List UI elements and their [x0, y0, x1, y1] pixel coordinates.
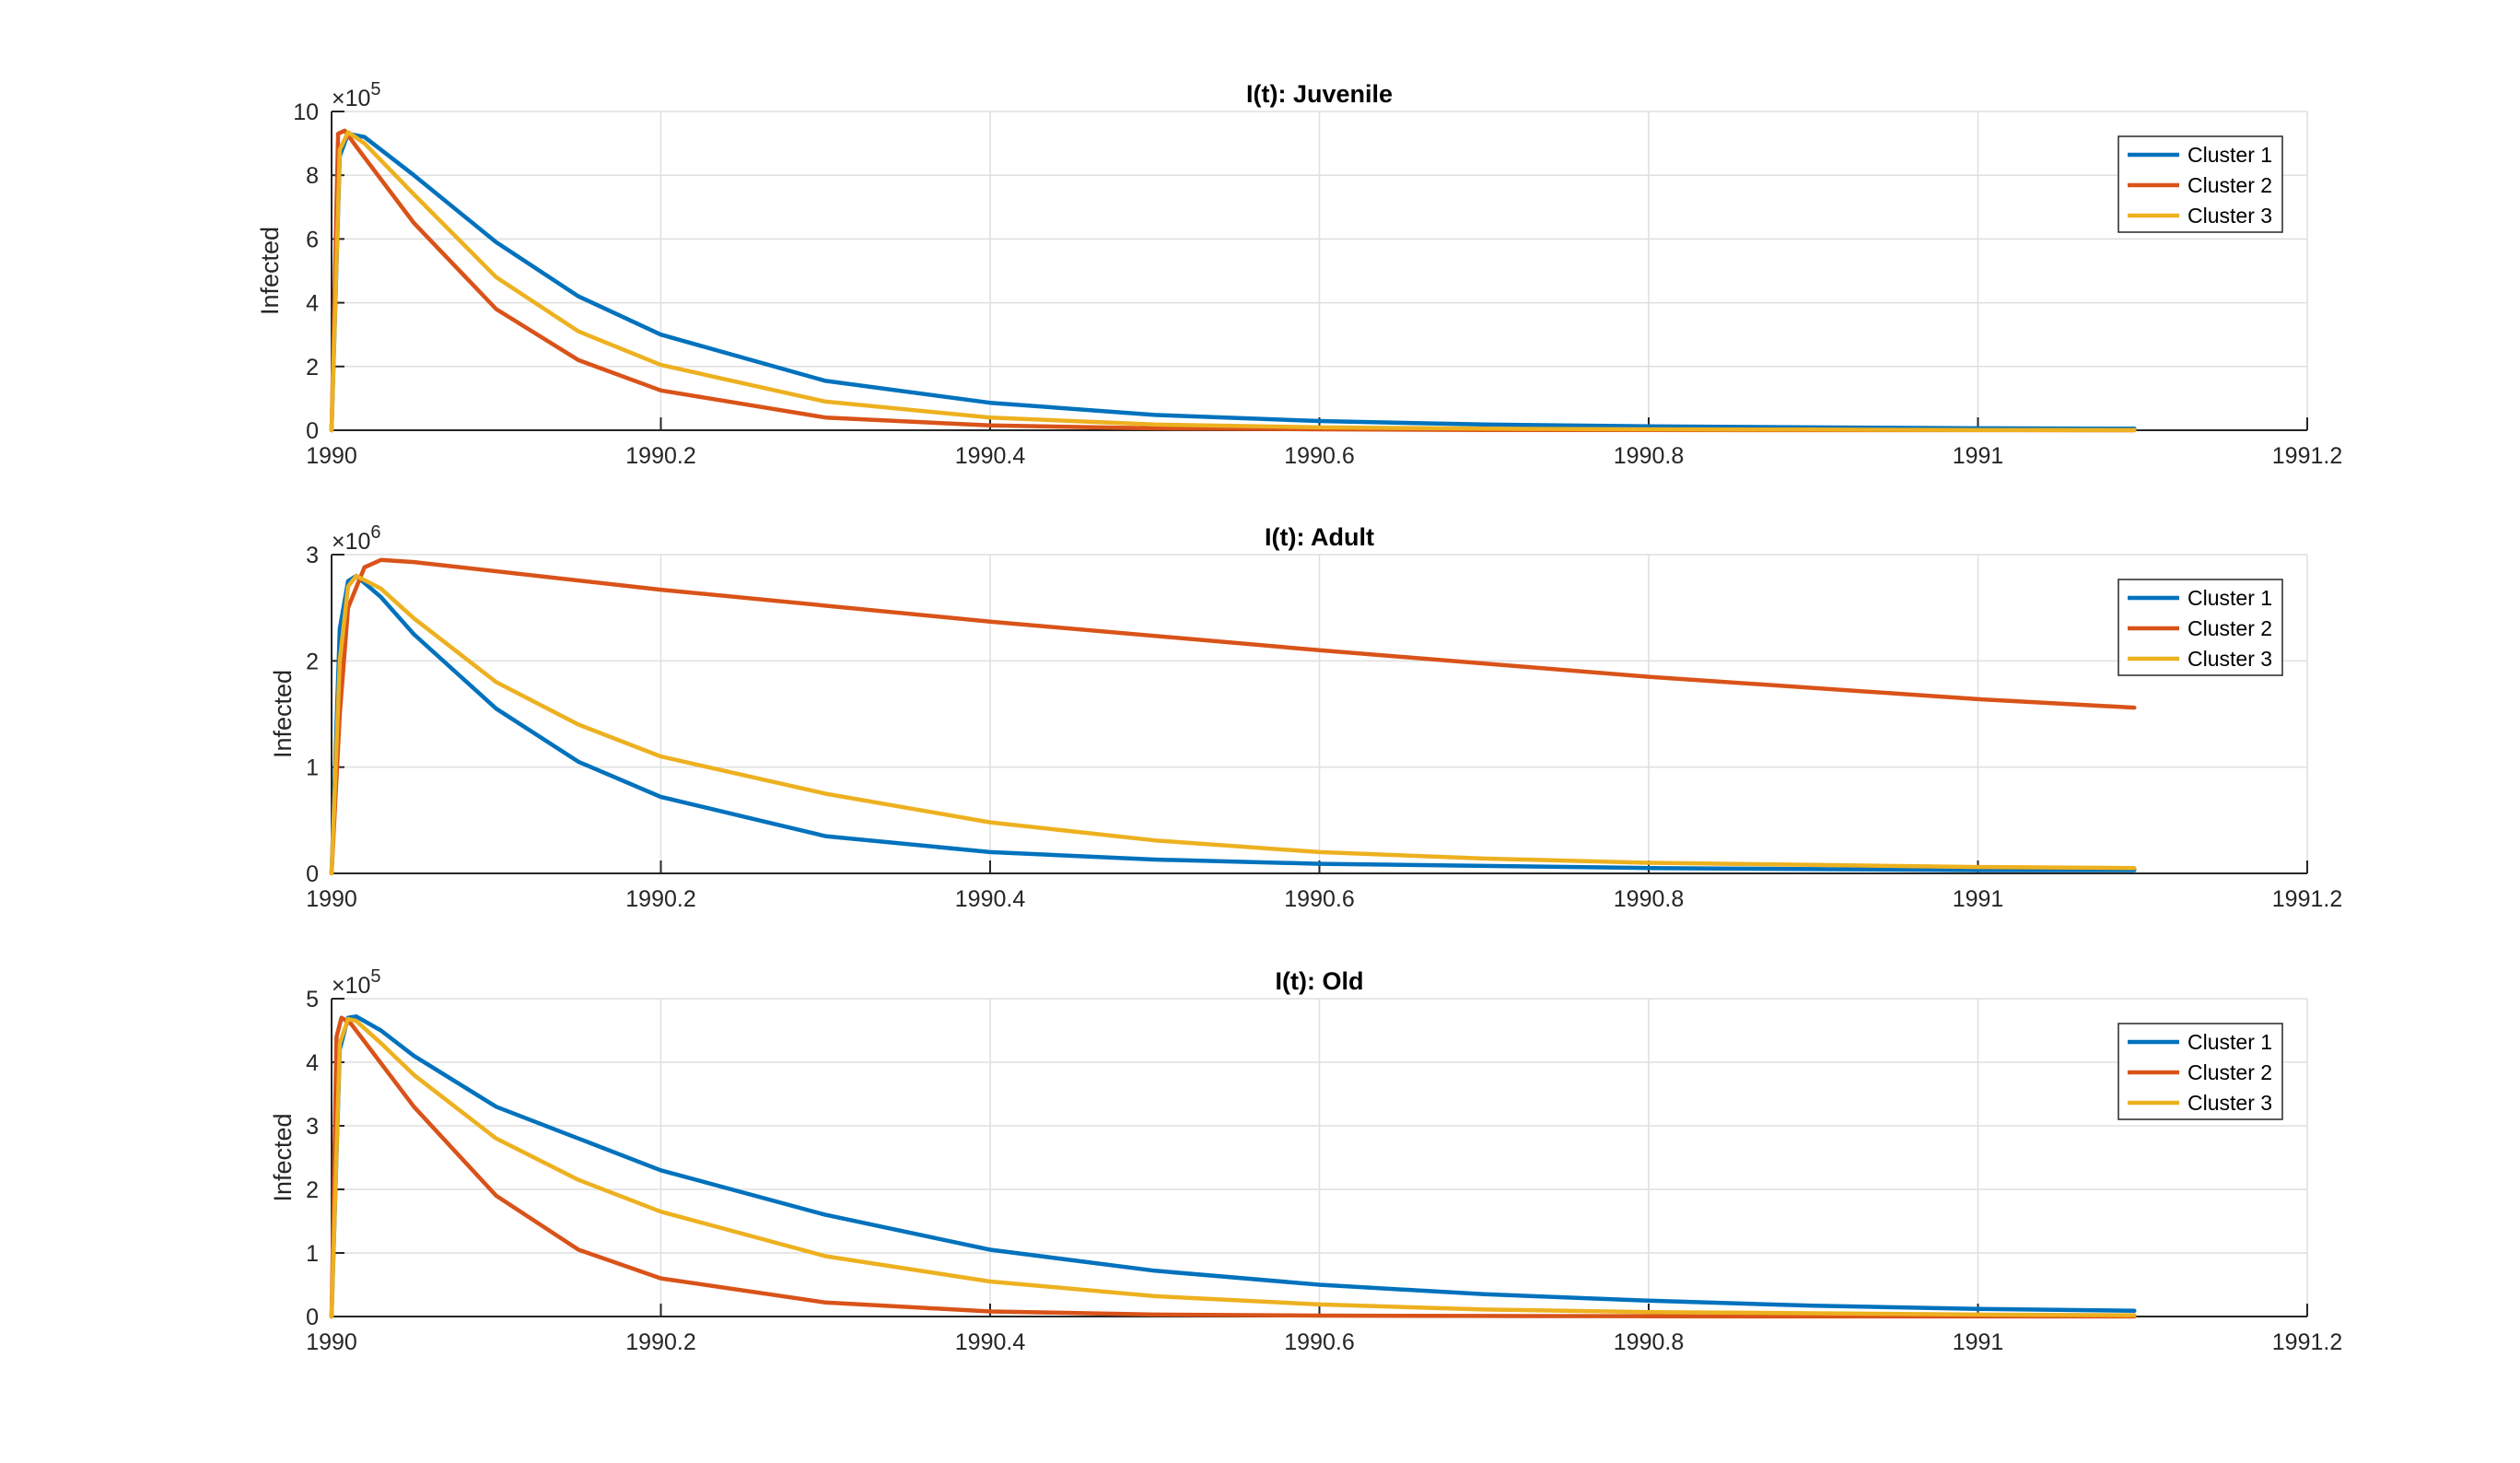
legend-label-2: Cluster 2: [2188, 1060, 2272, 1084]
legend: Cluster 1 Cluster 2 Cluster 3: [2118, 579, 2283, 676]
x-tick-label: 1990.8: [1614, 1329, 1684, 1355]
x-tick-label: 1990.8: [1614, 886, 1684, 912]
y-tick-label: 1: [306, 755, 319, 781]
chart-panel-1: 1990 1990.2 1990.4 1990.6 1990.8 1991 1991.2 0 2…: [256, 79, 2342, 469]
y-axis-label: Infected: [269, 670, 297, 758]
x-tick-label: 1990.2: [625, 886, 695, 912]
x-tick-label: 1990: [306, 886, 357, 912]
x-tick-label: 1991.2: [2272, 1329, 2342, 1355]
legend-label-1: Cluster 1: [2188, 1030, 2272, 1054]
y-tick-label: 0: [306, 418, 319, 444]
chart-panel-2: 1990 1990.2 1990.4 1990.6 1990.8 1991 1991.2 0 1…: [269, 522, 2342, 912]
legend-label-1: Cluster 1: [2188, 586, 2272, 610]
y-exponent-label: ×105: [332, 79, 381, 111]
legend-label-3: Cluster 3: [2188, 204, 2272, 228]
chart-title: I(t): Adult: [1265, 523, 1374, 551]
series-group: [329, 557, 2137, 876]
x-tick-label: 1990.4: [955, 1329, 1026, 1355]
y-tick-label: 2: [306, 355, 319, 380]
series-line-2: [329, 557, 2137, 876]
x-tick-label: 1990.6: [1284, 443, 1354, 469]
x-tick-label: 1990.6: [1284, 1329, 1354, 1355]
x-tick-label: 1990.4: [955, 443, 1026, 469]
y-exponent-base: ×10: [332, 86, 370, 111]
x-tick-label: 1991.2: [2272, 886, 2342, 912]
legend: Cluster 1 Cluster 2 Cluster 3: [2118, 135, 2283, 233]
y-tick-label: 2: [306, 649, 319, 674]
x-tick-label: 1990.2: [625, 1329, 695, 1355]
y-tick-label: 4: [306, 1050, 319, 1076]
series-line-1: [329, 131, 2137, 433]
y-exponent-power: 5: [370, 79, 380, 99]
legend-label-3: Cluster 3: [2188, 647, 2272, 671]
series-line-3: [329, 573, 2137, 876]
x-tick-label: 1991: [1953, 443, 2004, 469]
legend-label-2: Cluster 2: [2188, 173, 2272, 197]
x-tick-label: 1990.8: [1614, 443, 1684, 469]
series-line-3: [329, 1016, 2137, 1319]
x-tick-label: 1990.2: [625, 443, 695, 469]
series-group: [329, 128, 2137, 433]
x-tick-label: 1991.2: [2272, 443, 2342, 469]
y-exponent-base: ×10: [332, 973, 370, 999]
x-tick-label: 1991: [1953, 1329, 2004, 1355]
x-tick-label: 1991: [1953, 886, 2004, 912]
y-tick-label: 8: [306, 163, 319, 189]
legend-label-3: Cluster 3: [2188, 1091, 2272, 1115]
y-axis-label: Infected: [256, 227, 284, 315]
x-tick-label: 1990.4: [955, 886, 1026, 912]
legend: Cluster 1 Cluster 2 Cluster 3: [2118, 1023, 2283, 1120]
legend-label-2: Cluster 2: [2188, 616, 2272, 640]
chart-title: I(t): Juvenile: [1246, 80, 1393, 108]
y-tick-label: 4: [306, 291, 319, 317]
series-group: [329, 1014, 2137, 1319]
y-exponent-base: ×10: [332, 529, 370, 555]
series-line-1: [329, 1014, 2137, 1319]
y-tick-label: 2: [306, 1177, 319, 1203]
chart-panel-3: 1990 1990.2 1990.4 1990.6 1990.8 1991 1991.2 0 1…: [269, 966, 2342, 1355]
y-tick-label: 10: [293, 99, 319, 125]
x-tick-label: 1990.6: [1284, 886, 1354, 912]
y-exponent-label: ×106: [332, 522, 381, 555]
chart-title: I(t): Old: [1276, 967, 1364, 995]
series-line-3: [329, 130, 2137, 433]
x-tick-label: 1990: [306, 443, 357, 469]
y-tick-label: 3: [306, 543, 319, 568]
y-tick-label: 3: [306, 1114, 319, 1140]
y-tick-label: 0: [306, 861, 319, 887]
y-axis-label: Infected: [269, 1113, 297, 1201]
y-tick-label: 6: [306, 227, 319, 252]
y-exponent-label: ×105: [332, 966, 381, 999]
x-tick-label: 1990: [306, 1329, 357, 1355]
y-tick-label: 0: [306, 1305, 319, 1330]
y-exponent-power: 5: [370, 966, 380, 987]
y-exponent-power: 6: [370, 522, 380, 543]
y-tick-label: 1: [306, 1241, 319, 1267]
legend-label-1: Cluster 1: [2188, 143, 2272, 167]
y-tick-label: 5: [306, 987, 319, 1012]
